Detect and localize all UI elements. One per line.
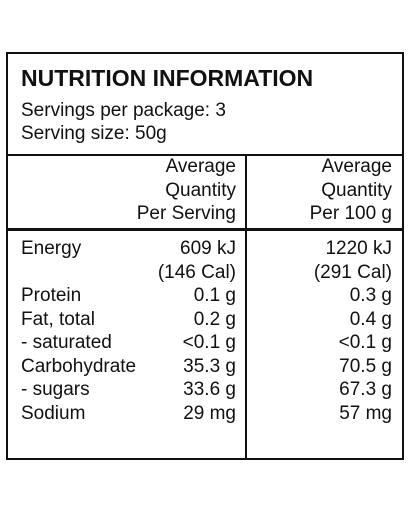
cell-value: 57 mg bbox=[339, 402, 392, 424]
cell-value: <0.1 g bbox=[338, 332, 392, 353]
column-header: Average bbox=[165, 156, 236, 177]
cell-value: 1220 kJ bbox=[325, 238, 392, 259]
cell-value: 70.5 g bbox=[339, 355, 392, 377]
cell-value: (291 Cal) bbox=[313, 261, 392, 283]
row-label: - saturated bbox=[21, 332, 112, 353]
cell-value: 0.2 g bbox=[193, 308, 236, 330]
cell-value: 67.3 g bbox=[339, 379, 392, 400]
cell-value: 0.3 g bbox=[349, 285, 392, 306]
row-label: Energy bbox=[21, 238, 82, 259]
header-divider bbox=[6, 228, 404, 231]
row-label: Fat, total bbox=[21, 308, 95, 330]
divider bbox=[6, 154, 404, 156]
cell-value: 33.6 g bbox=[183, 379, 236, 400]
column-header: Per Serving bbox=[136, 203, 236, 224]
nutrition-panel bbox=[6, 52, 404, 460]
column-header: Quantity bbox=[321, 179, 392, 201]
row-label: - sugars bbox=[21, 379, 90, 400]
row-label: Protein bbox=[21, 285, 82, 306]
serving-size: Serving size: 50g bbox=[21, 123, 167, 144]
cell-value: 609 kJ bbox=[180, 238, 236, 259]
column-header: Average bbox=[321, 156, 392, 177]
cell-value: 29 mg bbox=[183, 402, 236, 424]
cell-value: 0.4 g bbox=[349, 308, 392, 330]
cell-value: (146 Cal) bbox=[157, 261, 236, 283]
title: NUTRITION INFORMATION bbox=[21, 65, 314, 91]
cell-value: 0.1 g bbox=[193, 285, 236, 306]
column-header: Quantity bbox=[165, 179, 236, 201]
column-divider bbox=[245, 154, 247, 458]
row-label: Sodium bbox=[21, 402, 86, 424]
servings-per-package: Servings per package: 3 bbox=[21, 100, 226, 121]
column-header: Per 100 g bbox=[309, 203, 392, 224]
cell-value: <0.1 g bbox=[182, 332, 236, 353]
row-label: Carbohydrate bbox=[21, 355, 137, 377]
cell-value: 35.3 g bbox=[183, 355, 236, 377]
